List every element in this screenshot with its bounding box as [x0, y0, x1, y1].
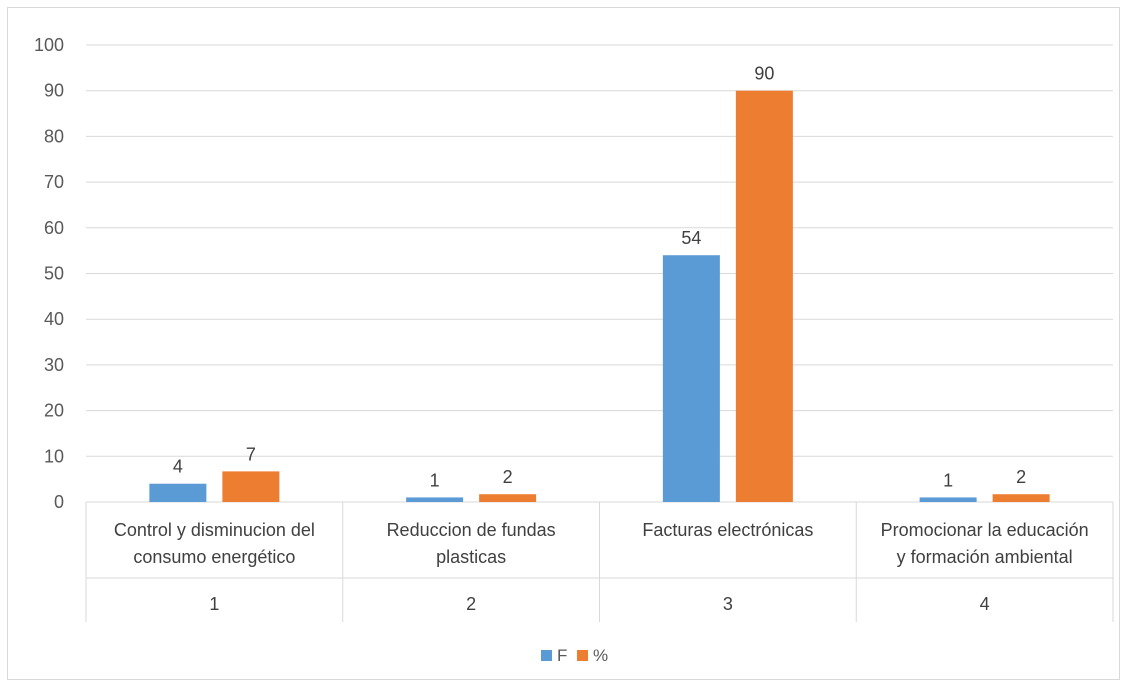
data-label: 2	[1016, 467, 1026, 487]
bar-f	[149, 483, 207, 502]
x-category-index: 1	[209, 594, 219, 614]
y-tick-label: 10	[44, 446, 64, 466]
chart-frame	[7, 7, 1120, 680]
legend-swatch	[541, 650, 552, 661]
data-label: 7	[246, 444, 256, 464]
y-tick-label: 70	[44, 172, 64, 192]
bar-percent	[479, 494, 537, 502]
x-category-index: 4	[980, 594, 990, 614]
bar-f	[406, 497, 464, 502]
legend-label: %	[593, 646, 608, 665]
data-label: 90	[754, 64, 774, 84]
x-category-label: Promocionar la educación	[881, 520, 1089, 540]
legend-label: F	[557, 646, 567, 665]
bar-percent	[735, 90, 793, 502]
y-tick-label: 20	[44, 401, 64, 421]
y-tick-label: 50	[44, 264, 64, 284]
data-label: 54	[681, 228, 701, 248]
y-tick-label: 100	[34, 35, 64, 55]
bar-percent	[992, 494, 1050, 502]
x-category-label: y formación ambiental	[897, 547, 1073, 567]
y-tick-label: 90	[44, 81, 64, 101]
y-tick-label: 80	[44, 126, 64, 146]
y-tick-label: 40	[44, 309, 64, 329]
data-label: 2	[503, 467, 513, 487]
y-tick-label: 30	[44, 355, 64, 375]
x-category-index: 3	[723, 594, 733, 614]
data-label: 1	[943, 470, 953, 490]
y-tick-label: 0	[54, 492, 64, 512]
data-label: 1	[430, 470, 440, 490]
bar-f	[919, 497, 977, 502]
x-category-label: plasticas	[436, 547, 506, 567]
data-label: 4	[173, 457, 183, 477]
legend-swatch	[577, 650, 588, 661]
x-category-label: consumo energético	[133, 547, 295, 567]
bar-f	[662, 255, 720, 502]
x-category-label: Reduccion de fundas	[387, 520, 556, 540]
x-category-label: Facturas electrónicas	[642, 520, 813, 540]
bar-percent	[222, 471, 280, 502]
x-category-label: Control y disminucion del	[114, 520, 315, 540]
x-category-index: 2	[466, 594, 476, 614]
y-tick-label: 60	[44, 218, 64, 238]
